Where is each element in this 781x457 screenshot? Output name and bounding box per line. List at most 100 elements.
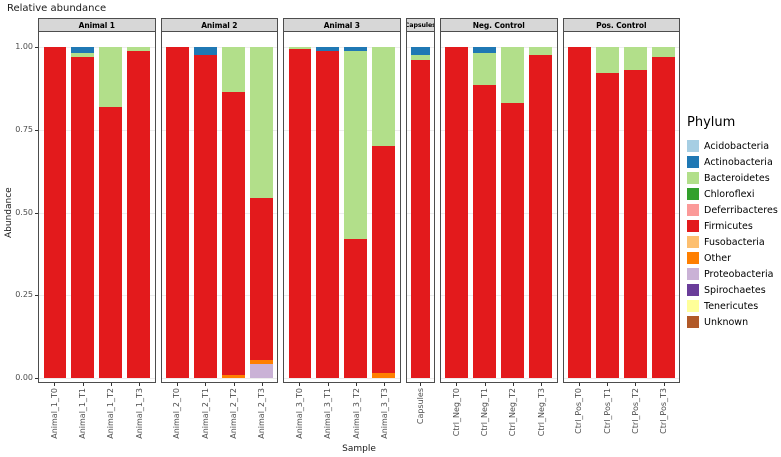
x-tick-mark bbox=[356, 383, 358, 386]
segment-firmicutes bbox=[127, 50, 151, 378]
legend-swatch-chloroflexi bbox=[687, 188, 699, 200]
bar-animal-3-t2 bbox=[344, 47, 368, 378]
x-label-slot: Animal_2_T1 bbox=[191, 383, 219, 445]
bars-area bbox=[566, 47, 678, 378]
bar-ctrl-pos-t2 bbox=[623, 47, 647, 378]
legend-swatch-proteobacteria bbox=[687, 268, 699, 280]
bar-animal-1-t0 bbox=[43, 47, 67, 378]
x-axis-labels: Animal_2_T0 Animal_2_T1 Animal_2_T2 Animal_… bbox=[161, 383, 279, 445]
segment-firmicutes bbox=[71, 56, 95, 378]
bar-slot bbox=[621, 47, 649, 378]
legend-swatch-tenericutes bbox=[687, 300, 699, 312]
x-label-slot: Animal_1_T3 bbox=[125, 383, 153, 445]
facet-panels: Animal 1 Animal_1_T0 Animal_1_T1 Animal_1_T… bbox=[38, 18, 681, 445]
segment-actinobacteria bbox=[473, 47, 497, 53]
segment-firmicutes bbox=[372, 146, 396, 374]
gridline bbox=[161, 295, 278, 297]
x-label-slot: Ctrl_Neg_T1 bbox=[470, 383, 498, 445]
segment-actinobacteria bbox=[71, 47, 95, 53]
legend: Phylum Acidobacteria Actinobacteria Bacter… bbox=[687, 115, 781, 330]
x-label-slot: Ctrl_Neg_T3 bbox=[527, 383, 555, 445]
facet-panel bbox=[562, 31, 681, 383]
bar-slot bbox=[593, 47, 621, 378]
x-tick-label: Ctrl_Neg_T2 bbox=[508, 388, 518, 437]
segment-bacteroidetes bbox=[651, 47, 675, 57]
x-tick-mark bbox=[261, 383, 263, 386]
gridline bbox=[284, 295, 400, 297]
segment-bacteroidetes bbox=[501, 47, 525, 104]
segment-firmicutes bbox=[344, 238, 368, 378]
legend-swatch-deferribacteres bbox=[687, 204, 699, 216]
x-tick-label: Animal_1_T2 bbox=[106, 388, 116, 439]
legend-swatch-other bbox=[687, 252, 699, 264]
segment-bacteroidetes bbox=[623, 47, 647, 71]
legend-swatch-unknown bbox=[687, 316, 699, 328]
x-tick-mark bbox=[607, 383, 609, 386]
x-label-slot: Ctrl_Pos_T1 bbox=[593, 383, 621, 445]
facet-neg-control: Neg. Control Ctrl_Neg_T0 Ctrl_Neg_T1 Ctrl_N… bbox=[439, 18, 558, 445]
bar-ctrl-pos-t3 bbox=[651, 47, 675, 378]
segment-bacteroidetes bbox=[344, 50, 368, 239]
x-axis-labels: Ctrl_Pos_T0 Ctrl_Pos_T1 Ctrl_Pos_T2 Ctrl_Po… bbox=[563, 383, 681, 445]
segment-firmicutes bbox=[595, 73, 619, 378]
segment-other bbox=[249, 360, 273, 365]
x-tick-mark bbox=[456, 383, 458, 386]
x-label-slot: Animal_3_T3 bbox=[370, 383, 398, 445]
bar-slot bbox=[566, 47, 594, 378]
x-tick-label: Animal_3_T1 bbox=[323, 388, 333, 439]
facet-pos-control: Pos. Control Ctrl_Pos_T0 Ctrl_Pos_T1 Ctrl_P… bbox=[562, 18, 681, 445]
legend-entry-proteobacteria: Proteobacteria bbox=[687, 266, 781, 282]
x-tick-mark bbox=[54, 383, 56, 386]
x-tick-mark bbox=[139, 383, 141, 386]
x-tick-mark bbox=[384, 383, 386, 386]
x-axis-labels: Ctrl_Neg_T0 Ctrl_Neg_T1 Ctrl_Neg_T2 Ctrl_Ne… bbox=[440, 383, 558, 445]
x-label-slot: Ctrl_Pos_T2 bbox=[621, 383, 649, 445]
segment-firmicutes bbox=[193, 55, 217, 378]
bars-area bbox=[164, 47, 276, 378]
x-axis-title: Sample bbox=[342, 444, 376, 454]
segment-firmicutes bbox=[410, 60, 430, 378]
x-label-slot: Ctrl_Neg_T2 bbox=[499, 383, 527, 445]
y-tick-label: 0.00 bbox=[15, 373, 33, 382]
x-tick-label: Ctrl_Pos_T0 bbox=[574, 388, 584, 434]
legend-swatch-spirochaetes bbox=[687, 284, 699, 296]
segment-bacteroidetes bbox=[529, 47, 553, 56]
facet-panel bbox=[283, 31, 401, 383]
gridline bbox=[440, 378, 557, 379]
x-label-slot: Animal_3_T1 bbox=[313, 383, 341, 445]
bar-slot bbox=[649, 47, 677, 378]
gridline bbox=[161, 47, 278, 48]
bar-animal-3-t1 bbox=[316, 47, 340, 378]
bar-slot bbox=[370, 47, 398, 378]
x-label-slot: Ctrl_Pos_T3 bbox=[650, 383, 678, 445]
bar-slot bbox=[409, 47, 432, 378]
bar-animal-1-t1 bbox=[71, 47, 95, 378]
x-tick-label: Animal_3_T0 bbox=[294, 388, 304, 439]
x-axis-labels: Capsules bbox=[406, 383, 435, 445]
facet-panel bbox=[38, 31, 156, 383]
x-label-slot: Animal_1_T1 bbox=[68, 383, 96, 445]
x-tick-mark bbox=[82, 383, 84, 386]
legend-entry-unknown: Unknown bbox=[687, 314, 781, 330]
legend-swatch-actinobacteria bbox=[687, 156, 699, 168]
legend-swatch-bacteroidetes bbox=[687, 172, 699, 184]
bar-animal-3-t3 bbox=[372, 47, 396, 378]
facet-animal-2: Animal 2 Animal_2_T0 Animal_2_T1 Animal_2_T… bbox=[160, 18, 279, 445]
segment-bacteroidetes bbox=[249, 47, 273, 198]
segment-bacteroidetes bbox=[221, 47, 245, 92]
legend-label: Spirochaetes bbox=[704, 284, 766, 296]
bar-slot bbox=[97, 47, 125, 378]
legend-label: Acidobacteria bbox=[704, 140, 770, 152]
bar-animal-1-t2 bbox=[99, 47, 123, 378]
segment-bacteroidetes bbox=[71, 52, 95, 57]
segment-firmicutes bbox=[651, 56, 675, 378]
facet-animal-3: Animal 3 Animal_3_T0 Animal_3_T1 Animal_3_T… bbox=[283, 18, 401, 445]
bar-ctrl-pos-t1 bbox=[595, 47, 619, 378]
x-tick-label: Ctrl_Neg_T3 bbox=[536, 388, 546, 437]
gridline bbox=[161, 378, 278, 379]
legend-title: Phylum bbox=[687, 115, 736, 130]
x-label-slot: Capsules bbox=[408, 383, 433, 445]
segment-bacteroidetes bbox=[288, 47, 312, 49]
x-tick-mark bbox=[541, 383, 543, 386]
segment-firmicutes bbox=[288, 48, 312, 378]
